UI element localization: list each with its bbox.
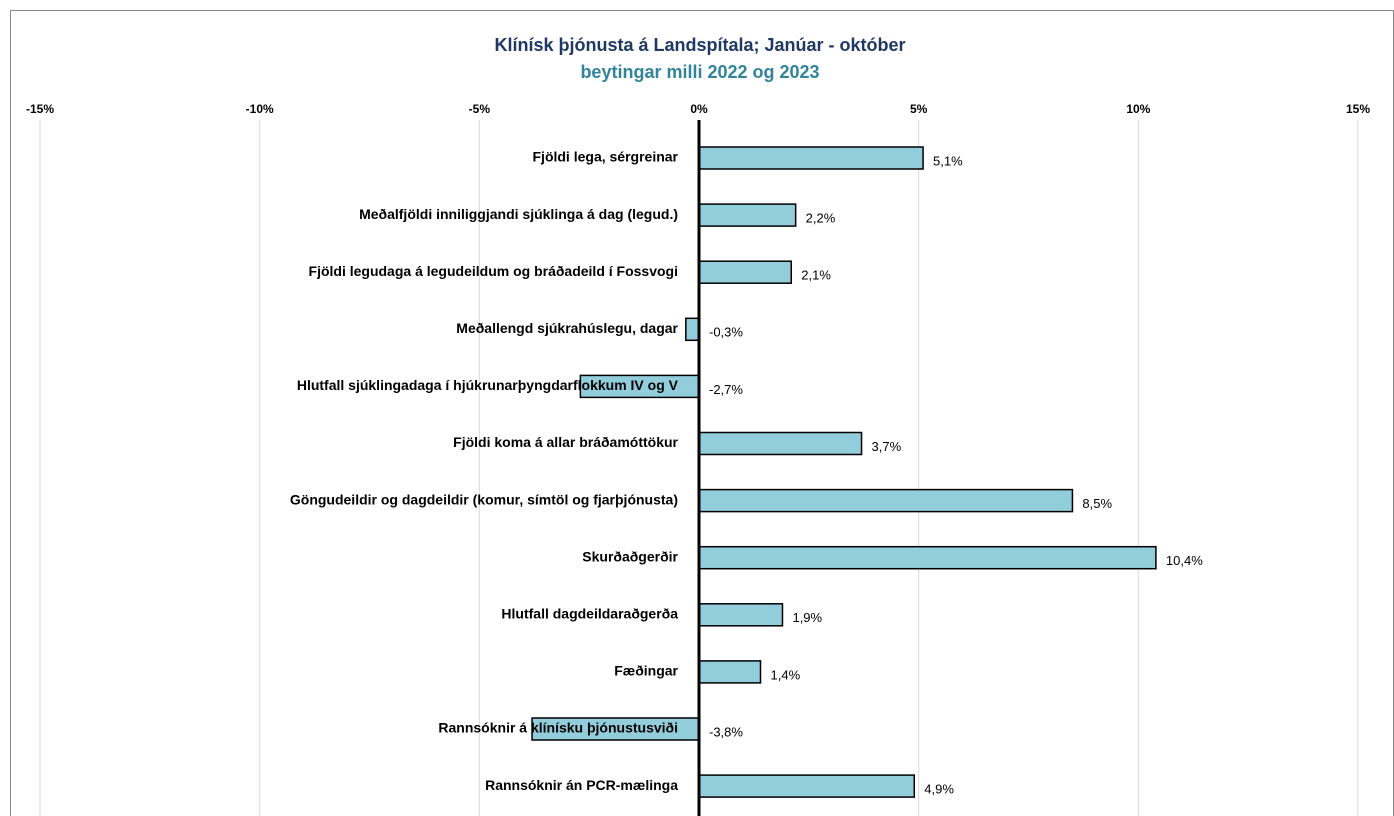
value-label: 3,7% bbox=[872, 439, 902, 454]
bar bbox=[698, 545, 1157, 570]
x-tick-label: 10% bbox=[1126, 102, 1150, 116]
category-label: Meðalfjöldi inniliggjandi sjúklinga á da… bbox=[359, 206, 678, 222]
chart-subtitle: beytingar milli 2022 og 2023 bbox=[580, 62, 819, 82]
value-label: 5,1% bbox=[933, 153, 963, 168]
value-label: 1,9% bbox=[792, 610, 822, 625]
category-label: Fjöldi lega, sérgreinar bbox=[533, 149, 679, 165]
value-label: -0,3% bbox=[709, 325, 743, 340]
bar bbox=[698, 431, 863, 456]
x-tick-label: 15% bbox=[1346, 102, 1370, 116]
category-label: Göngudeildir og dagdeildir (komur, símtö… bbox=[290, 491, 678, 507]
value-label: -3,8% bbox=[709, 724, 743, 739]
category-label: Hlutfall dagdeildaraðgerða bbox=[501, 606, 678, 622]
x-tick-label: -10% bbox=[246, 102, 274, 116]
bar bbox=[698, 660, 762, 684]
category-label: Fjöldi legudaga á legudeildum og bráðade… bbox=[309, 263, 678, 279]
category-label: Fjöldi koma á allar bráðamóttökur bbox=[453, 434, 678, 450]
bar bbox=[698, 488, 1074, 513]
category-label: Rannsóknir á klínísku þjónustusviði bbox=[438, 720, 678, 736]
bar bbox=[698, 603, 784, 627]
bar bbox=[698, 260, 793, 284]
category-label: Skurðaðgerðir bbox=[582, 548, 678, 564]
chart-border bbox=[10, 10, 1394, 816]
x-tick-label: 0% bbox=[690, 102, 708, 116]
x-tick-label: 5% bbox=[910, 102, 928, 116]
category-label: Rannsóknir án PCR-mælinga bbox=[485, 777, 678, 793]
category-label: Meðallengd sjúkrahúslegu, dagar bbox=[456, 320, 678, 336]
bar bbox=[698, 146, 924, 170]
value-label: 8,5% bbox=[1082, 496, 1112, 511]
bar bbox=[698, 203, 797, 227]
value-label: -2,7% bbox=[709, 382, 743, 397]
category-label: Fæðingar bbox=[614, 663, 678, 679]
x-tick-label: -15% bbox=[26, 102, 54, 116]
bar bbox=[685, 317, 700, 342]
value-label: 2,1% bbox=[801, 268, 831, 283]
value-label: 2,2% bbox=[806, 211, 836, 226]
chart-title: Klínísk þjónusta á Landspítala; Janúar -… bbox=[494, 35, 905, 55]
value-label: 1,4% bbox=[771, 667, 801, 682]
value-label: 10,4% bbox=[1166, 553, 1203, 568]
x-tick-label: -5% bbox=[469, 102, 491, 116]
category-label: Hlutfall sjúklingadaga í hjúkrunarþyngda… bbox=[297, 377, 679, 393]
value-label: 4,9% bbox=[924, 782, 954, 797]
bar bbox=[698, 774, 916, 798]
